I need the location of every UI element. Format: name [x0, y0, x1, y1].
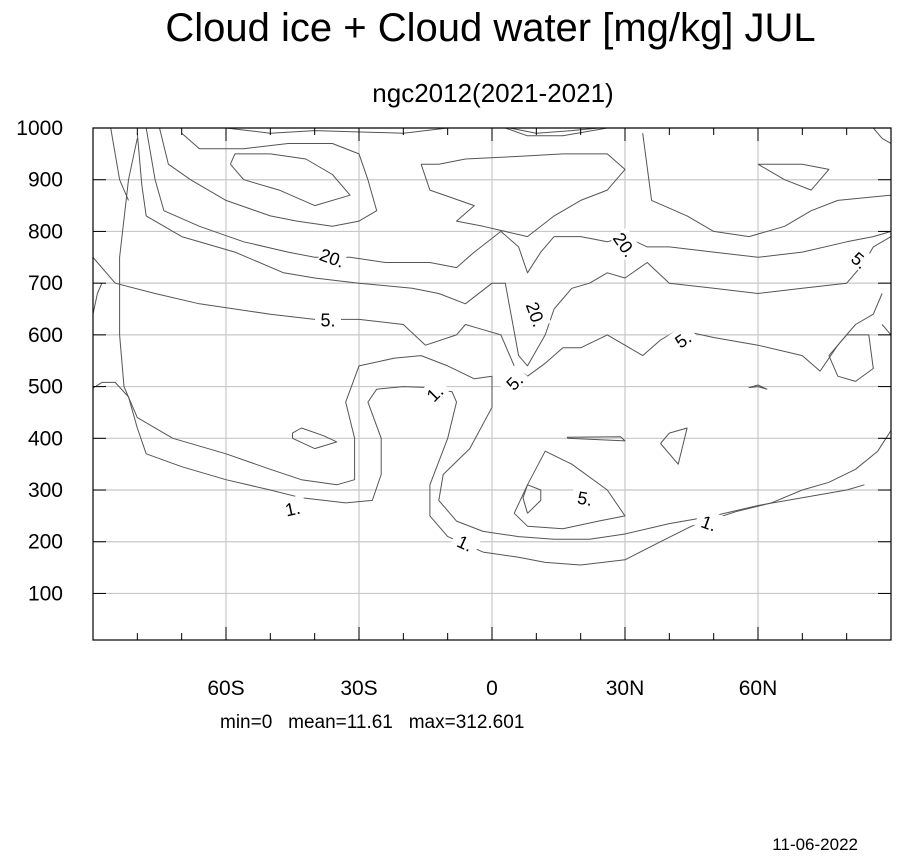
axis-ticks [93, 127, 891, 640]
contour-line-1 [119, 138, 865, 540]
stats-line: min=0 mean=11.61 max=312.601 [220, 712, 525, 733]
y-tick-label: 100 [28, 582, 63, 605]
contour-label-bg [844, 243, 877, 276]
contour-line-5 [881, 324, 891, 336]
contour-line-50 [229, 153, 351, 207]
contour-label-bg [610, 227, 642, 261]
contour-line-5 [93, 256, 883, 377]
contour-line-5 [748, 384, 768, 390]
contour-label-bg [570, 484, 600, 509]
x-tick-label: 30N [606, 677, 645, 700]
contour-label-bg [665, 322, 699, 354]
y-tick-label: 600 [28, 324, 63, 347]
contour-label: 5. [320, 310, 335, 330]
contour-lines [93, 128, 891, 566]
contour-line-50 [509, 128, 599, 134]
contour-label-bg [497, 364, 530, 397]
contour-label-bg [693, 507, 726, 536]
contour-label: 20. [609, 229, 640, 261]
contour-label: 1. [283, 498, 302, 521]
x-tick-label: 0 [486, 677, 498, 700]
contour-label: 5. [576, 488, 594, 510]
x-tick-label: 30S [340, 677, 377, 700]
contour-line-50 [642, 133, 891, 238]
contour-line-50 [757, 163, 830, 191]
contour-line-5 [566, 436, 626, 442]
contour-line-20 [136, 133, 891, 367]
contour-label-bg [277, 494, 308, 520]
contour-line-5 [828, 334, 874, 382]
y-tick-label: 300 [28, 479, 63, 502]
contour-label: 20. [522, 299, 549, 329]
contour-line-5 [522, 484, 542, 514]
contour-label-bg [449, 527, 482, 557]
x-tick-label: 60N [739, 677, 778, 700]
chart-title: Cloud ice + Cloud water [mg/kg] JUL [165, 6, 816, 50]
contour-line-1 [93, 381, 891, 566]
contour-label-bg [317, 242, 349, 271]
y-tick-label: 500 [28, 376, 63, 399]
contour-line-20 [145, 128, 891, 274]
contour-label: 20. [317, 245, 347, 272]
contour-line-1 [93, 282, 103, 315]
y-tick-label: 800 [28, 220, 63, 243]
contour-line-50 [110, 128, 129, 201]
contour-line-50 [225, 128, 448, 134]
contour-line-50 [872, 128, 891, 144]
contour-line-50 [505, 128, 608, 137]
contour-labels: 1.1.1.1.5.5.5.5.5.20.20.20. [277, 227, 877, 557]
contour-line-50 [159, 128, 378, 227]
y-tick-label: 200 [28, 531, 63, 554]
y-tick-label: 400 [28, 427, 63, 450]
contour-line-5 [292, 427, 338, 450]
contour-line-50 [420, 153, 626, 238]
contour-line-5 [660, 427, 688, 465]
x-axis-labels: 60S 30S 0 30N 60N [207, 677, 777, 700]
x-tick-label: 60S [207, 677, 244, 700]
contour-label-bg [417, 375, 450, 409]
contour-label: 1. [698, 512, 719, 536]
contour-line-5 [513, 450, 626, 530]
y-tick-label: 900 [28, 169, 63, 192]
contour-label-bg [523, 298, 552, 330]
y-tick-label: 700 [28, 272, 63, 295]
y-axis-labels: 100 200 300 400 500 600 700 800 900 1000 [16, 117, 63, 605]
y-tick-label: 1000 [16, 117, 63, 140]
date-stamp: 11-06-2022 [772, 835, 858, 854]
contour-label-bg [314, 308, 341, 329]
chart-subtitle: ngc2012(2021-2021) [372, 78, 614, 108]
